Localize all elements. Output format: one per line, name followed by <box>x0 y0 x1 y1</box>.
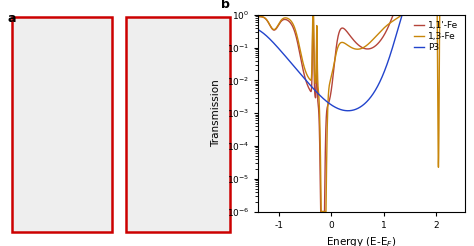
X-axis label: Energy (E-E$_F$): Energy (E-E$_F$) <box>326 235 397 246</box>
P3 <box>345 109 351 112</box>
P3 <box>377 79 383 82</box>
1,1'-Fe <box>377 39 383 42</box>
Line: P3: P3 <box>258 15 465 111</box>
FancyBboxPatch shape <box>126 17 230 232</box>
1,3-Fe <box>377 30 383 33</box>
P3 <box>330 105 336 108</box>
P3 <box>409 13 414 16</box>
Text: a: a <box>7 12 16 25</box>
1,1'-Fe <box>266 22 272 25</box>
P3 <box>255 28 261 31</box>
1,3-Fe <box>319 210 324 213</box>
P3 <box>462 13 467 16</box>
1,1'-Fe <box>318 210 323 213</box>
1,3-Fe <box>386 22 392 25</box>
FancyBboxPatch shape <box>12 17 111 232</box>
1,1'-Fe <box>255 15 261 18</box>
1,1'-Fe <box>409 13 414 16</box>
Line: 1,3-Fe: 1,3-Fe <box>258 15 465 212</box>
1,3-Fe <box>419 13 425 16</box>
P3 <box>399 13 405 16</box>
1,3-Fe <box>462 13 467 16</box>
1,1'-Fe <box>462 13 467 16</box>
P3 <box>419 13 425 16</box>
1,1'-Fe <box>330 75 336 77</box>
Text: b: b <box>221 0 230 11</box>
1,1'-Fe <box>310 13 316 16</box>
P3 <box>386 56 392 59</box>
Line: 1,1'-Fe: 1,1'-Fe <box>258 15 465 212</box>
P3 <box>266 36 272 39</box>
Y-axis label: Transmission: Transmission <box>211 79 221 147</box>
1,3-Fe <box>310 13 316 16</box>
Legend: 1,1'-Fe, 1,3-Fe, P3: 1,1'-Fe, 1,3-Fe, P3 <box>412 19 460 53</box>
1,1'-Fe <box>386 23 392 26</box>
1,3-Fe <box>255 15 261 18</box>
1,3-Fe <box>330 67 336 70</box>
1,3-Fe <box>409 13 414 16</box>
1,1'-Fe <box>419 13 425 16</box>
1,3-Fe <box>266 21 272 24</box>
